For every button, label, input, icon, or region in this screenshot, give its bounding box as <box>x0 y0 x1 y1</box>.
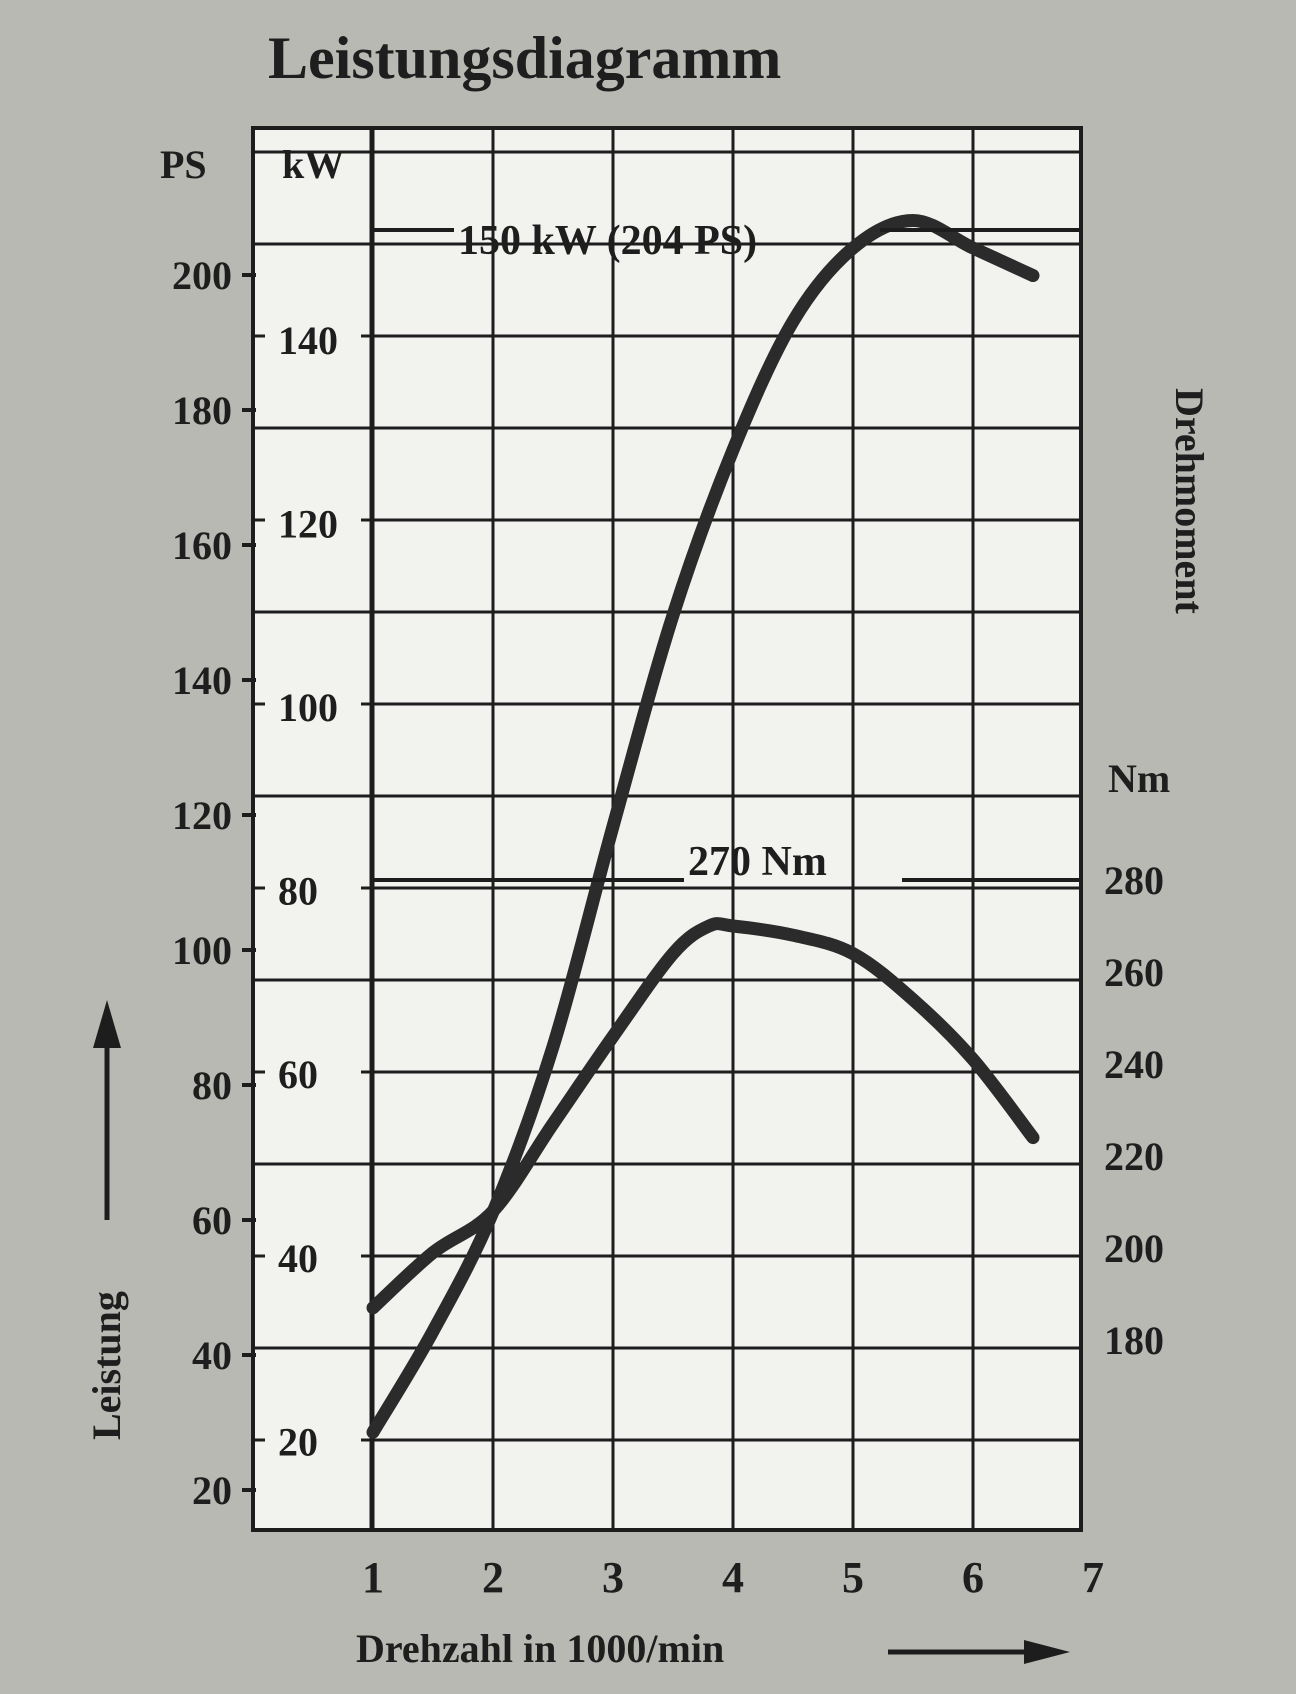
ps-tick-label: 140 <box>172 658 232 703</box>
x-tick-label: 7 <box>1082 1553 1104 1602</box>
ps-tick-label: 180 <box>172 388 232 433</box>
ps-tick-label: 160 <box>172 523 232 568</box>
kw-tick-label: 100 <box>278 685 338 730</box>
y-axis-label-left: Leistung <box>84 1291 129 1440</box>
ps-tick-label: 80 <box>192 1063 232 1108</box>
ps-unit-label: PS <box>160 142 207 187</box>
x-tick-label: 2 <box>482 1553 504 1602</box>
kw-tick-bg <box>265 499 361 540</box>
x-tick-label: 4 <box>722 1553 744 1602</box>
kw-tick-bg <box>265 866 361 907</box>
kw-tick-label: 20 <box>278 1419 318 1464</box>
torque-peak-annotation: 270 Nm <box>688 839 827 885</box>
nm-tick-label: 220 <box>1104 1134 1164 1179</box>
kw-tick-bg <box>265 1233 361 1274</box>
x-tick-label: 3 <box>602 1553 624 1602</box>
x-tick-label: 1 <box>362 1553 384 1602</box>
kw-tick-bg <box>265 1417 361 1458</box>
x-tick-label: 5 <box>842 1553 864 1602</box>
ps-tick-label: 120 <box>172 793 232 838</box>
ps-tick-label: 200 <box>172 253 232 298</box>
nm-tick-label: 180 <box>1104 1318 1164 1363</box>
y-axis-arrow-head <box>93 1000 121 1048</box>
kw-tick-bg <box>265 1050 361 1091</box>
nm-tick-label: 280 <box>1104 858 1164 903</box>
nm-tick-label: 200 <box>1104 1226 1164 1271</box>
kw-tick-label: 40 <box>278 1236 318 1281</box>
ps-tick-label: 100 <box>172 928 232 973</box>
nm-tick-label: 240 <box>1104 1042 1164 1087</box>
torque-curve <box>366 917 1040 1315</box>
x-axis-arrow-head <box>1024 1640 1070 1664</box>
kw-tick-bg <box>265 315 361 356</box>
right-axis-label: Drehmoment <box>1167 388 1212 615</box>
ps-tick-label: 40 <box>192 1333 232 1378</box>
kw-unit-label: kW <box>282 142 344 187</box>
plot-area <box>251 126 1083 1532</box>
kw-tick-label: 120 <box>278 501 338 546</box>
kw-tick-label: 60 <box>278 1052 318 1097</box>
x-tick-label: 6 <box>962 1553 984 1602</box>
x-axis-label: Drehzahl in 1000/min <box>356 1626 724 1671</box>
kw-tick-bg <box>265 683 361 723</box>
right-unit-label: Nm <box>1108 756 1170 801</box>
kw-tick-label: 140 <box>278 318 338 363</box>
ps-tick-label: 60 <box>192 1198 232 1243</box>
chart-title: Leistungsdiagramm <box>268 25 781 91</box>
ps-tick-label: 20 <box>192 1468 232 1513</box>
nm-tick-label: 260 <box>1104 950 1164 995</box>
power-peak-annotation: 150 kW (204 PS) <box>458 218 757 264</box>
kw-tick-label: 80 <box>278 869 318 914</box>
